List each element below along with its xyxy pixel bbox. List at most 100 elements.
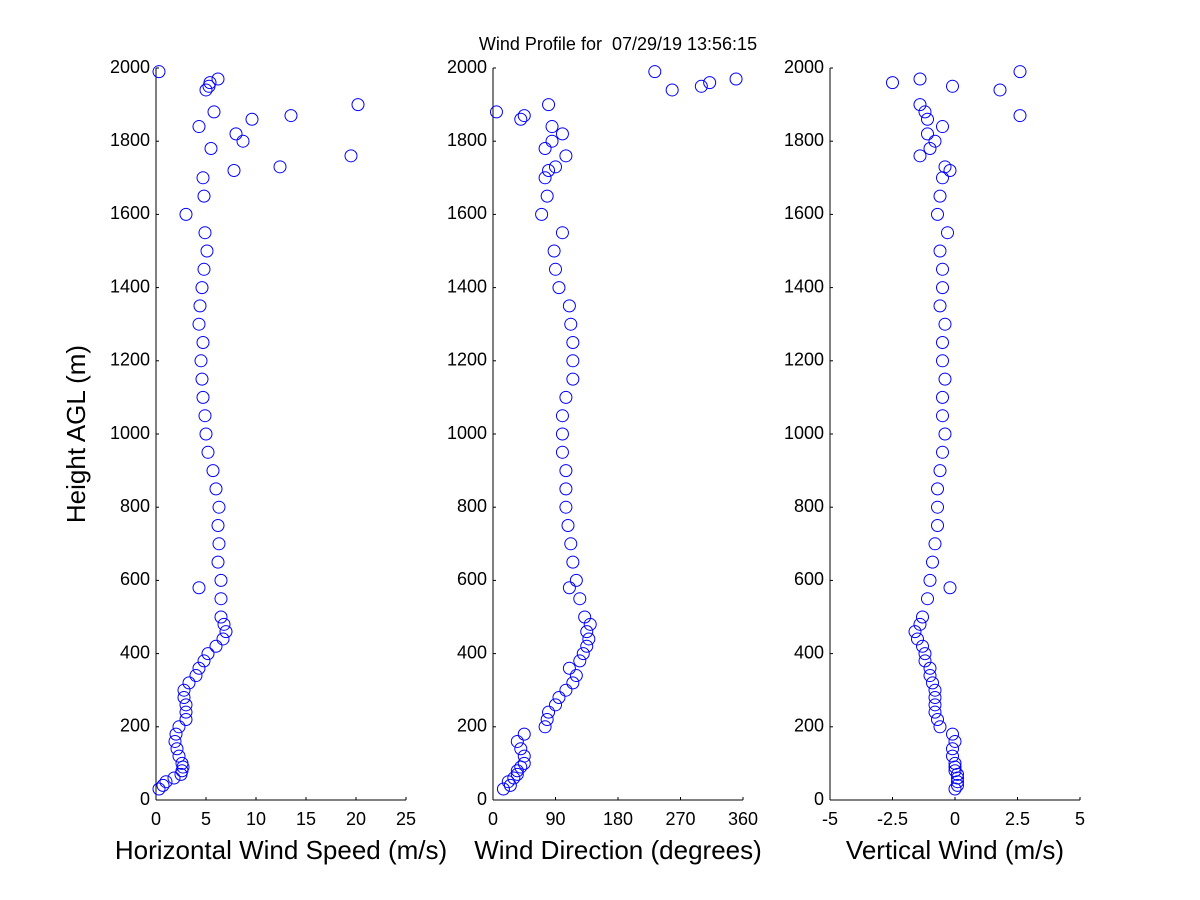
y-tick-label: 400 [457,642,487,662]
point [569,573,583,587]
point [946,727,959,741]
y-tick-label: 1000 [784,423,824,443]
point [214,610,228,624]
point [948,756,962,770]
point [197,262,211,276]
point [933,299,947,313]
point [921,127,934,141]
point [941,226,954,240]
point [535,207,549,221]
point [197,654,211,668]
point [703,76,717,90]
point [175,756,189,770]
point [198,226,212,240]
y-tick-label: 600 [457,569,487,589]
point [542,705,556,719]
y-tick-label: 1000 [447,423,487,443]
point [946,742,959,756]
point [284,109,298,123]
point [159,775,173,789]
point [211,519,225,532]
point [573,592,587,606]
point [936,262,949,276]
point [192,661,206,675]
point [209,482,223,496]
point [168,734,182,748]
point [206,464,220,478]
point [545,134,559,148]
point [562,581,576,595]
point [933,464,947,478]
x-tick-label: -2.5 [877,809,908,829]
point [923,573,937,587]
x-tick-label: 90 [545,809,565,829]
point [197,189,211,203]
point [936,390,949,404]
point [514,742,528,756]
point [192,317,206,331]
point [179,705,193,719]
point [201,445,215,459]
point [514,760,528,774]
point [538,720,552,734]
point [177,691,191,705]
point [916,639,929,653]
point [179,698,193,712]
y-tick-label: 0 [477,789,487,809]
point [928,691,942,705]
point [933,244,947,258]
point [559,464,573,478]
point [199,83,213,97]
point [559,390,573,404]
point [648,65,662,79]
point [729,72,743,86]
point [921,592,934,606]
point [214,573,228,587]
point [936,336,949,349]
y-tick-label: 1400 [784,276,824,296]
point [179,712,193,726]
point [573,654,587,668]
point [576,647,590,661]
y-tick-label: 0 [814,789,824,809]
point [555,409,569,423]
point [918,105,932,119]
point [928,683,942,697]
point [936,171,949,185]
point [549,160,562,174]
point [562,661,576,675]
point [510,764,524,778]
point [562,299,576,313]
point [928,134,942,148]
point [931,712,944,726]
point [179,207,193,221]
y-tick-label: 1200 [110,350,150,370]
point [923,142,937,156]
point [908,625,922,639]
point [918,647,932,661]
point [507,771,521,785]
point [211,72,225,86]
x-tick-label: 10 [246,809,266,829]
point [517,749,531,763]
x-axis-label: Horizontal Wind Speed (m/s) [115,835,447,865]
point [510,767,524,781]
y-tick-label: 1200 [447,350,487,370]
x-tick-label: 0 [950,809,960,829]
point [928,705,942,719]
point [936,281,949,295]
point [921,112,934,126]
point [212,537,226,551]
y-tick-label: 200 [120,716,150,736]
point [538,171,552,185]
y-axis-label: Height AGL (m) [61,345,91,523]
point [580,639,594,653]
point [566,336,580,349]
point [582,632,596,646]
point [542,98,556,112]
point [344,149,358,163]
point [273,160,287,174]
point [167,771,181,785]
point [245,112,259,126]
point [189,669,203,683]
